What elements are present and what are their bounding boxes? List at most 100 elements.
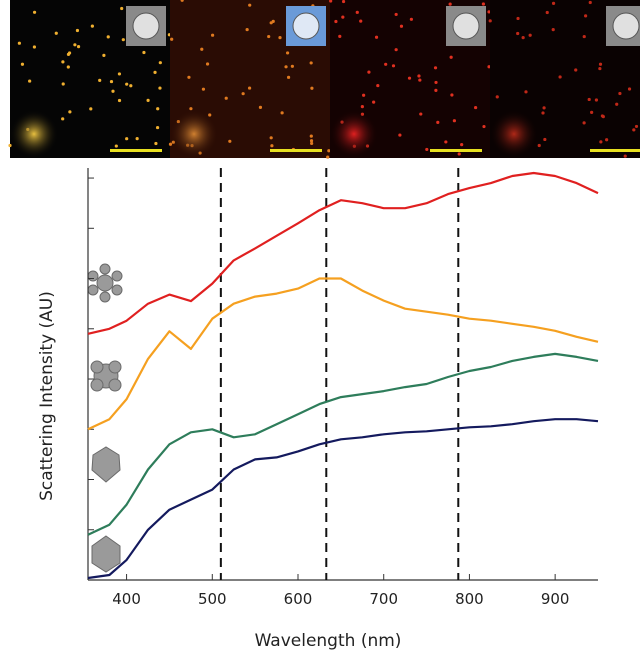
particle — [482, 125, 485, 128]
particle — [33, 11, 36, 14]
particle — [434, 81, 437, 84]
particle — [21, 63, 24, 66]
particle — [125, 137, 128, 140]
particle — [474, 106, 477, 109]
particle — [142, 51, 145, 54]
particle — [449, 3, 452, 6]
particle — [588, 98, 591, 101]
particle — [598, 67, 601, 70]
particle — [400, 25, 403, 28]
sem-particle — [133, 13, 159, 39]
scale-bar — [590, 149, 640, 152]
particle — [392, 64, 395, 67]
particle — [482, 2, 485, 5]
particle — [434, 89, 437, 92]
particle — [284, 65, 287, 68]
particle — [248, 4, 251, 7]
particle — [115, 144, 118, 147]
particle — [338, 35, 341, 38]
particle — [68, 110, 71, 113]
particle — [153, 71, 156, 74]
particle — [546, 11, 549, 14]
particle — [362, 94, 365, 97]
x-tick-label: 500 — [198, 590, 227, 608]
particle — [601, 114, 604, 117]
particle — [61, 60, 64, 63]
scale-bar — [430, 149, 482, 152]
sem-particle — [453, 13, 479, 39]
particle — [516, 17, 519, 20]
particle — [98, 79, 101, 82]
particle — [496, 95, 499, 98]
series-line — [88, 419, 598, 578]
sem-particle — [613, 13, 639, 39]
particle — [107, 35, 110, 38]
particle — [211, 34, 214, 37]
particle — [67, 65, 70, 68]
particle — [632, 128, 635, 131]
particle — [159, 61, 162, 64]
x-tick-label: 800 — [455, 590, 484, 608]
sem-particle — [293, 13, 319, 39]
particle — [246, 28, 249, 31]
particle — [287, 76, 290, 79]
particle — [419, 112, 422, 115]
particle — [270, 144, 273, 147]
series-line — [88, 173, 598, 334]
particle — [110, 80, 113, 83]
particle — [129, 84, 132, 87]
particle — [599, 63, 602, 66]
particle — [278, 36, 281, 39]
x-tick-label: 900 — [541, 590, 570, 608]
particle — [635, 125, 638, 128]
particle — [89, 107, 92, 110]
particle — [372, 101, 375, 104]
particle — [436, 121, 439, 124]
particle — [417, 74, 420, 77]
particle — [62, 82, 65, 85]
particle — [599, 140, 602, 143]
particle — [395, 13, 398, 16]
particle — [444, 140, 447, 143]
particle — [281, 111, 284, 114]
particle — [541, 111, 544, 114]
particle — [450, 93, 453, 96]
particle — [154, 142, 157, 145]
particle — [310, 134, 313, 137]
particle — [410, 18, 413, 21]
particle — [359, 20, 362, 23]
particle — [189, 107, 192, 110]
particle — [55, 32, 58, 35]
particle — [418, 78, 421, 81]
particle — [458, 152, 461, 155]
particle — [187, 76, 190, 79]
particle — [605, 138, 608, 141]
particle — [361, 105, 364, 108]
particle — [425, 148, 428, 151]
particle — [542, 106, 545, 109]
particle — [516, 32, 519, 35]
x-axis-label: Wavelength (nm) — [255, 631, 402, 651]
particle — [61, 117, 64, 120]
particle — [18, 42, 21, 45]
particle — [122, 38, 125, 41]
particle — [628, 87, 631, 90]
particle — [28, 79, 31, 82]
particle — [270, 136, 273, 139]
particle — [375, 36, 378, 39]
particle — [310, 87, 313, 90]
particle — [453, 119, 456, 122]
particle — [73, 43, 76, 46]
particle — [200, 48, 203, 51]
particle — [341, 16, 344, 19]
particle — [102, 54, 105, 57]
particle — [202, 88, 205, 91]
particle — [583, 121, 586, 124]
particle — [334, 20, 337, 23]
particle — [524, 90, 527, 93]
x-tick-label: 600 — [284, 590, 313, 608]
x-tick-label: 400 — [112, 590, 141, 608]
particle — [136, 137, 139, 140]
particle — [225, 97, 228, 100]
